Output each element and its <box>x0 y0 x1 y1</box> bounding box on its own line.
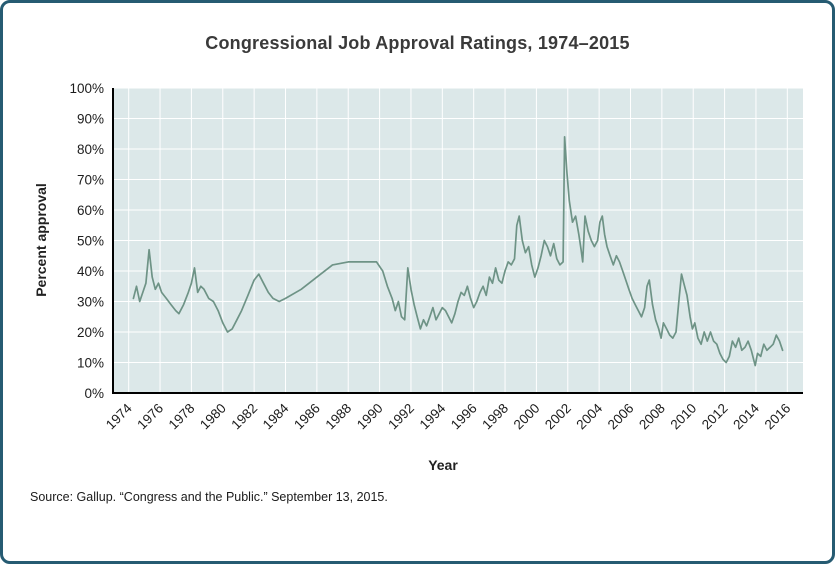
x-tick-label: 1996 <box>448 401 480 433</box>
x-tick-label: 2010 <box>667 401 699 433</box>
y-tick-label: 50% <box>77 234 104 249</box>
y-tick-label: 20% <box>77 325 104 340</box>
y-tick-label: 100% <box>69 81 104 96</box>
x-tick-label: 2000 <box>511 401 543 433</box>
source-note: Source: Gallup. “Congress and the Public… <box>30 490 388 504</box>
x-tick-label: 2002 <box>542 401 574 433</box>
x-tick-label: 2004 <box>573 400 605 432</box>
x-tick-label: 2014 <box>730 400 762 432</box>
y-tick-label: 0% <box>84 386 104 401</box>
x-tick-label: 1988 <box>322 401 354 433</box>
x-tick-label: 1994 <box>417 400 449 432</box>
x-tick-label: 2008 <box>636 401 668 433</box>
y-tick-label: 40% <box>77 264 104 279</box>
x-axis-title: Year <box>428 457 458 473</box>
x-tick-label: 1974 <box>103 400 135 432</box>
x-tick-label: 1978 <box>166 401 198 433</box>
x-tick-label: 1984 <box>260 400 292 432</box>
x-tick-label: 2012 <box>699 401 731 433</box>
x-tick-label: 1986 <box>291 401 323 433</box>
approval-line-chart: 0%10%20%30%40%50%60%70%80%90%100%1974 197… <box>69 81 803 433</box>
chart-title: Congressional Job Approval Ratings, 1974… <box>205 33 630 53</box>
y-tick-label: 70% <box>77 173 104 188</box>
y-tick-label: 80% <box>77 142 104 157</box>
approval-line <box>132 135 784 367</box>
y-tick-label: 60% <box>77 203 104 218</box>
x-tick-label: 1980 <box>197 401 229 433</box>
x-tick-label: 2006 <box>605 401 637 433</box>
y-tick-label: 30% <box>77 295 104 310</box>
x-tick-label: 1992 <box>385 401 417 433</box>
x-tick-label: 1998 <box>479 401 511 433</box>
x-tick-label: 1976 <box>134 401 166 433</box>
x-tick-label: 2016 <box>762 401 794 433</box>
x-tick-label: 1982 <box>228 401 260 433</box>
y-tick-label: 90% <box>77 112 104 127</box>
y-tick-label: 10% <box>77 356 104 371</box>
x-tick-label: 1990 <box>354 401 386 433</box>
